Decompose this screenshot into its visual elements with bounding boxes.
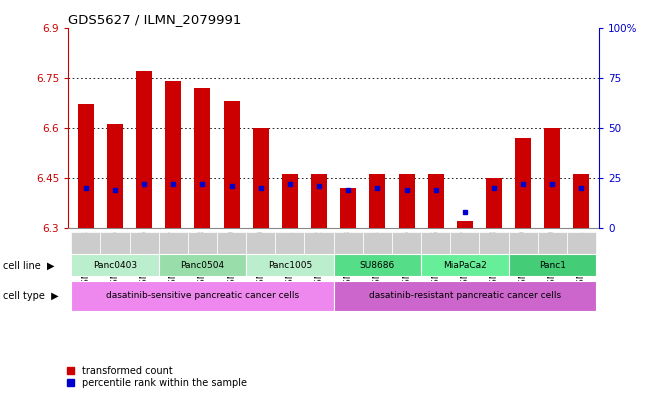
Bar [100,232,130,253]
Bar [421,232,450,253]
Bar [333,255,421,276]
Bar [253,128,269,228]
Bar [574,174,589,228]
Bar [246,255,334,276]
Bar [369,174,385,228]
Bar [508,255,596,276]
Bar [195,88,210,228]
Text: Panc0403: Panc0403 [93,261,137,270]
Text: Panc0504: Panc0504 [180,261,225,270]
Bar [392,232,421,253]
Bar [333,232,363,253]
Bar [159,232,188,253]
Bar [165,81,182,228]
Bar [71,232,100,253]
Bar [428,174,444,228]
Bar [282,174,298,228]
Bar [136,71,152,228]
Text: Panc1: Panc1 [539,261,566,270]
Bar [421,255,508,276]
Bar [107,124,123,228]
Bar [71,255,159,276]
Text: cell line  ▶: cell line ▶ [3,260,55,270]
Bar [275,232,305,253]
Bar [159,255,246,276]
Legend: transformed count, percentile rank within the sample: transformed count, percentile rank withi… [66,366,247,388]
Bar [246,232,275,253]
Bar [479,232,508,253]
Bar [223,101,240,228]
Bar [538,232,567,253]
Bar [71,281,333,311]
Bar [567,232,596,253]
Bar [188,232,217,253]
Bar [486,178,502,228]
Bar [333,281,596,311]
Bar [363,232,392,253]
Bar [130,232,159,253]
Text: dasatinib-resistant pancreatic cancer cells: dasatinib-resistant pancreatic cancer ce… [368,291,561,300]
Bar [450,232,479,253]
Bar [508,232,538,253]
Text: cell type  ▶: cell type ▶ [3,291,59,301]
Text: Panc1005: Panc1005 [268,261,312,270]
Bar [311,174,327,228]
Text: MiaPaCa2: MiaPaCa2 [443,261,487,270]
Bar [398,174,415,228]
Text: dasatinib-sensitive pancreatic cancer cells: dasatinib-sensitive pancreatic cancer ce… [106,291,299,300]
Bar [217,232,246,253]
Bar [78,105,94,228]
Bar [305,232,333,253]
Bar [544,128,561,228]
Text: SU8686: SU8686 [360,261,395,270]
Bar [515,138,531,228]
Bar [340,188,356,228]
Bar [457,221,473,228]
Text: GDS5627 / ILMN_2079991: GDS5627 / ILMN_2079991 [68,13,242,26]
